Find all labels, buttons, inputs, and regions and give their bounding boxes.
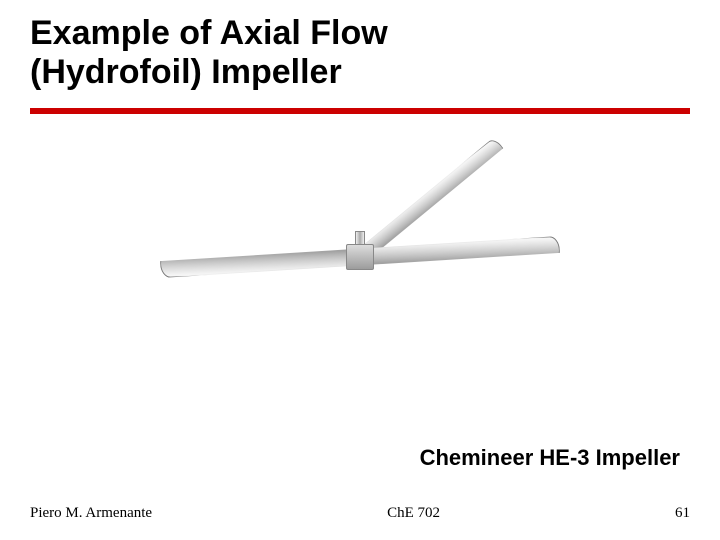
slide-footer: Piero M. Armenante ChE 702 61 [30, 505, 690, 522]
title-underline [30, 108, 690, 114]
footer-course: ChE 702 [387, 505, 440, 522]
slide: Example of Axial Flow (Hydrofoil) Impell… [0, 0, 720, 540]
impeller-hub [346, 244, 374, 270]
title-line-2: (Hydrofoil) Impeller [30, 53, 342, 91]
slide-title: Example of Axial Flow (Hydrofoil) Impell… [30, 14, 690, 92]
impeller-figure [145, 145, 575, 325]
title-line-1: Example of Axial Flow [30, 14, 388, 52]
impeller-blade-left [160, 243, 361, 278]
figure-caption: Chemineer HE-3 Impeller [0, 445, 680, 471]
footer-page: 61 [675, 505, 690, 522]
footer-author: Piero M. Armenante [30, 505, 152, 522]
